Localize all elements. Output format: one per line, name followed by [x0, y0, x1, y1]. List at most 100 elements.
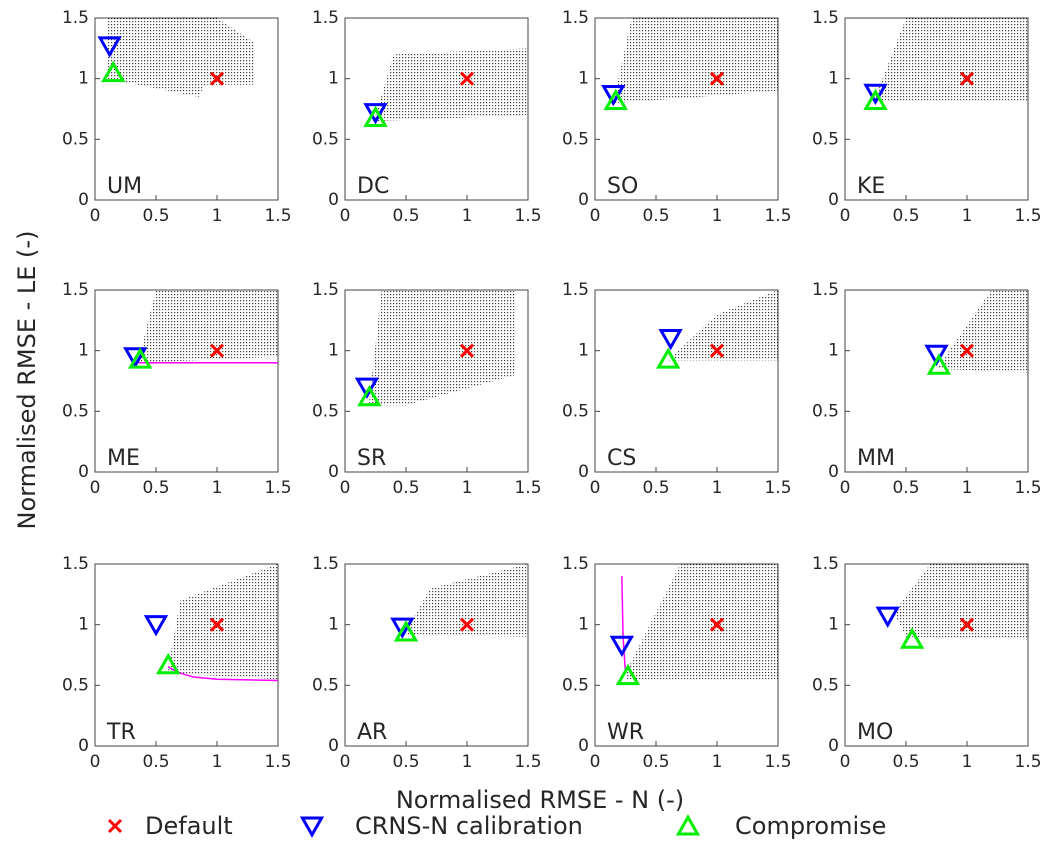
point-cloud [369, 290, 516, 406]
x-tick-label: 0.5 [142, 752, 169, 772]
marker-compromise [615, 663, 641, 686]
y-tick-label: 0.5 [812, 401, 839, 421]
legend-marker [107, 818, 123, 834]
x-tick-label: 0 [840, 206, 851, 226]
y-tick-label: 1.5 [62, 8, 89, 28]
y-tick-label: 0.5 [812, 675, 839, 695]
x-tick-label: 0.5 [892, 752, 919, 772]
marker-compromise [127, 347, 153, 369]
marker-crns-n-calibration [143, 615, 169, 637]
legend-label: Default [145, 812, 233, 840]
marker-default [709, 71, 725, 86]
y-tick-label: 1.5 [812, 280, 839, 300]
plot-frame [344, 563, 529, 747]
marker-default [709, 617, 725, 632]
x-tick-label: 0 [90, 478, 101, 498]
x-tick-label: 1 [462, 752, 473, 772]
marker-crns-n-calibration [875, 606, 900, 628]
point-cloud [406, 564, 528, 637]
panel-label: UM [107, 174, 142, 199]
y-tick-label: 0.5 [312, 401, 339, 421]
x-tick-label: 1 [212, 206, 223, 226]
marker-compromise [926, 353, 952, 375]
x-tick-label: 1 [962, 206, 973, 226]
x-axis-label: Normalised RMSE - N (-) [396, 786, 684, 814]
x-tick-label: 1.5 [264, 752, 291, 772]
y-tick-label: 0 [78, 190, 89, 210]
marker-default [959, 71, 975, 86]
point-cloud [625, 564, 778, 680]
y-tick-label: 1.5 [62, 554, 89, 574]
panel-label: TR [106, 720, 136, 745]
y-tick-label: 1 [78, 341, 89, 361]
y-tick-label: 1.5 [562, 8, 589, 28]
y-tick-label: 1.5 [62, 280, 89, 300]
legend-marker [675, 814, 701, 836]
x-tick-label: 0 [340, 752, 351, 772]
panel-label: SR [357, 446, 386, 471]
marker-compromise [357, 384, 382, 407]
y-tick-label: 0.5 [62, 401, 89, 421]
y-tick-label: 1 [328, 615, 339, 635]
marker-default [709, 343, 725, 358]
y-tick-label: 1.5 [312, 554, 339, 574]
x-tick-label: 0 [840, 478, 851, 498]
x-tick-label: 0 [590, 752, 601, 772]
y-tick-label: 0.5 [812, 129, 839, 149]
x-tick-label: 0 [90, 752, 101, 772]
marker-crns-n-calibration [97, 36, 122, 58]
x-tick-label: 0.5 [892, 478, 919, 498]
y-tick-label: 0.5 [312, 129, 339, 149]
y-tick-label: 0 [78, 736, 89, 756]
panel-label: MM [857, 446, 895, 471]
point-cloud [893, 564, 1028, 640]
panel-label: AR [357, 720, 387, 745]
marker-crns-n-calibration [354, 377, 380, 399]
y-tick-label: 0 [828, 462, 839, 482]
point-cloud [107, 18, 254, 97]
panel-label: CS [607, 446, 636, 471]
y-tick-label: 1.5 [562, 280, 589, 300]
y-tick-label: 0.5 [562, 675, 589, 695]
x-tick-label: 0.5 [392, 206, 419, 226]
panel-label: ME [107, 446, 140, 471]
x-tick-label: 0 [840, 752, 851, 772]
point-cloud [375, 48, 528, 122]
x-tick-label: 1 [712, 752, 723, 772]
x-tick-label: 0.5 [392, 478, 419, 498]
y-tick-label: 0 [828, 190, 839, 210]
point-cloud [936, 290, 1028, 373]
x-tick-label: 0.5 [892, 206, 919, 226]
marker-compromise [863, 88, 888, 111]
y-tick-label: 1.5 [312, 280, 339, 300]
point-cloud [668, 290, 778, 361]
marker-compromise [363, 105, 388, 127]
y-tick-label: 1 [78, 615, 89, 635]
plot-frame [594, 289, 779, 473]
marker-default [459, 71, 475, 86]
marker-crns-n-calibration [863, 83, 888, 106]
plot-frame [844, 289, 1029, 473]
x-tick-label: 0 [340, 478, 351, 498]
panel-label: SO [607, 174, 638, 199]
marker-crns-n-calibration [123, 347, 148, 369]
x-tick-label: 1.5 [514, 478, 541, 498]
marker-default [209, 617, 225, 632]
x-tick-label: 1.5 [1014, 478, 1041, 498]
x-tick-label: 1 [712, 478, 723, 498]
x-tick-label: 1.5 [264, 206, 291, 226]
point-cloud [875, 18, 1028, 101]
marker-crns-n-calibration [658, 329, 683, 351]
panel-label: DC [357, 174, 389, 199]
y-tick-label: 0 [78, 462, 89, 482]
y-tick-label: 1 [328, 69, 339, 89]
y-tick-label: 0 [828, 736, 839, 756]
marker-compromise [899, 627, 925, 649]
panel-label: MO [857, 720, 893, 745]
panel-label: KE [857, 174, 885, 199]
y-tick-label: 1 [578, 615, 589, 635]
y-tick-label: 0 [578, 190, 589, 210]
marker-default [959, 343, 975, 358]
x-tick-label: 1.5 [1014, 752, 1041, 772]
